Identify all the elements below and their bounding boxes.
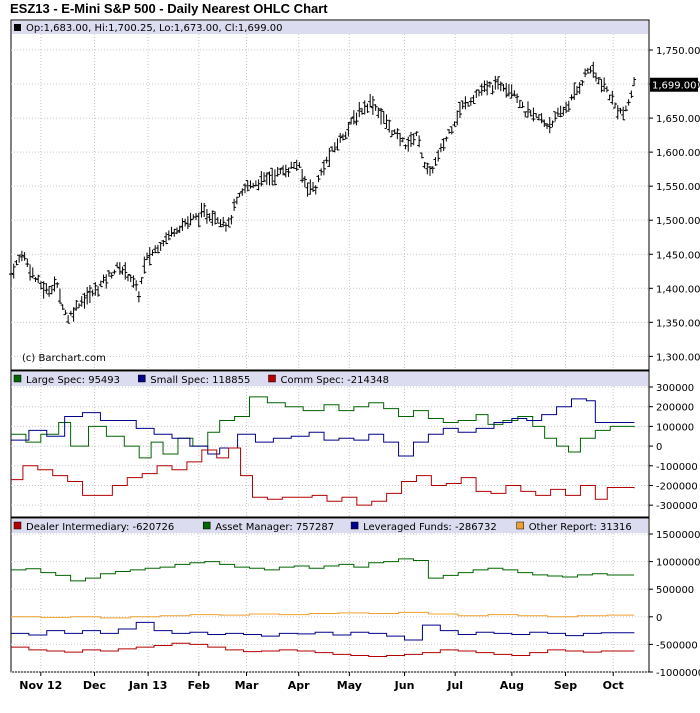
price-panel: 1,750.001,700.001,650.001,600.001,550.00… — [9, 19, 700, 371]
legend-text: Other Report: 31316 — [529, 522, 632, 533]
series-leveraged-funds — [11, 621, 635, 641]
legend-text: Comm Spec: -214348 — [281, 375, 389, 386]
series-large-spec — [11, 396, 635, 459]
legend-strip — [12, 372, 648, 386]
y-tick-label: 1,300.00 — [656, 352, 700, 363]
x-tick-label: Nov 12 — [19, 679, 62, 692]
legend-text: Large Spec: 95493 — [26, 375, 120, 386]
legend-swatch — [14, 24, 21, 31]
series-other-report — [11, 611, 635, 619]
legend-swatch — [138, 374, 146, 383]
x-tick-label: Oct — [603, 679, 624, 692]
y-tick-label: -100000 — [656, 462, 698, 473]
y-tick-label: 1,450.00 — [656, 250, 700, 261]
y-tick-label: 1000000 — [656, 558, 700, 569]
legend-swatch — [516, 521, 524, 530]
x-tick-label: Apr — [288, 679, 310, 692]
legend-text: Small Spec: 118855 — [150, 375, 250, 386]
y-tick-label: 1,400.00 — [656, 284, 700, 295]
y-tick-label: 200000 — [656, 403, 694, 414]
panel-frame — [10, 370, 650, 518]
x-tick-label: Jul — [446, 679, 463, 692]
x-axis: Nov 12 Dec Jan 13 Feb Mar Apr May Jun Jul Aug Sep O… — [19, 672, 624, 692]
x-tick-label: Aug — [500, 679, 524, 692]
y-tick-label: 1,750.00 — [656, 46, 700, 57]
y-tick-label: -1000000 — [656, 668, 700, 679]
legend-text: Asset Manager: 757287 — [215, 522, 334, 533]
y-tick-label: 300000 — [656, 383, 694, 394]
watermark: (c) Barchart.com — [22, 353, 106, 364]
x-tick-label: Jan 13 — [128, 679, 167, 692]
y-tick-label: 1,350.00 — [656, 318, 700, 329]
x-tick-label: Dec — [83, 679, 106, 692]
x-tick-label: Jun — [394, 679, 415, 692]
y-tick-label: 500000 — [656, 585, 694, 596]
y-tick-label: 0 — [656, 442, 662, 453]
last-price-label: 1,699.00 — [652, 81, 697, 92]
cot-speculators-panel: 300000 200000 100000 0 -100000 -200000 -300000… — [10, 370, 698, 518]
legend-text: Op:1,683.00, Hi:1,700.25, Lo:1,673.00, C… — [26, 23, 282, 34]
legend-swatch — [202, 521, 211, 530]
legend-swatch — [13, 374, 22, 383]
legend-swatch — [350, 521, 359, 530]
x-tick-label: Mar — [235, 679, 259, 692]
x-tick-label: Feb — [188, 679, 211, 692]
y-tick-label: 1,500.00 — [656, 216, 700, 227]
legend-swatch — [268, 374, 276, 383]
y-tick-label: 1,550.00 — [656, 182, 700, 193]
series-dealer-intermediary — [11, 642, 635, 658]
legend-strip — [12, 21, 648, 34]
x-tick-label: Sep — [554, 679, 577, 692]
legend-text: Dealer Intermediary: -620726 — [26, 522, 174, 533]
panel-frame — [10, 517, 650, 673]
y-tick-label: 0 — [656, 613, 662, 624]
series-small-spec — [11, 398, 635, 457]
cot-traders-panel: 1500000 1000000 500000 0 -500000 -1000000 Deal… — [10, 517, 700, 679]
legend-text: Leveraged Funds: -286732 — [363, 522, 497, 533]
legend-swatch — [13, 521, 22, 530]
y-tick-label: -500000 — [656, 640, 698, 651]
x-tick-label: May — [337, 679, 362, 692]
y-tick-label: 1,600.00 — [656, 148, 700, 159]
y-tick-label: -300000 — [656, 501, 698, 512]
y-tick-label: 1500000 — [656, 530, 700, 541]
panel-frame — [10, 19, 650, 371]
y-tick-label: 100000 — [656, 422, 694, 433]
series-comm-spec — [11, 447, 635, 506]
last-price-box — [650, 77, 698, 92]
series-asset-manager — [11, 558, 635, 582]
y-tick-label: -200000 — [656, 481, 698, 492]
chart-title: ESZ13 - E-Mini S&P 500 - Daily Nearest O… — [10, 1, 328, 16]
y-tick-label: 1,650.00 — [656, 114, 700, 125]
legend-strip — [12, 519, 648, 533]
